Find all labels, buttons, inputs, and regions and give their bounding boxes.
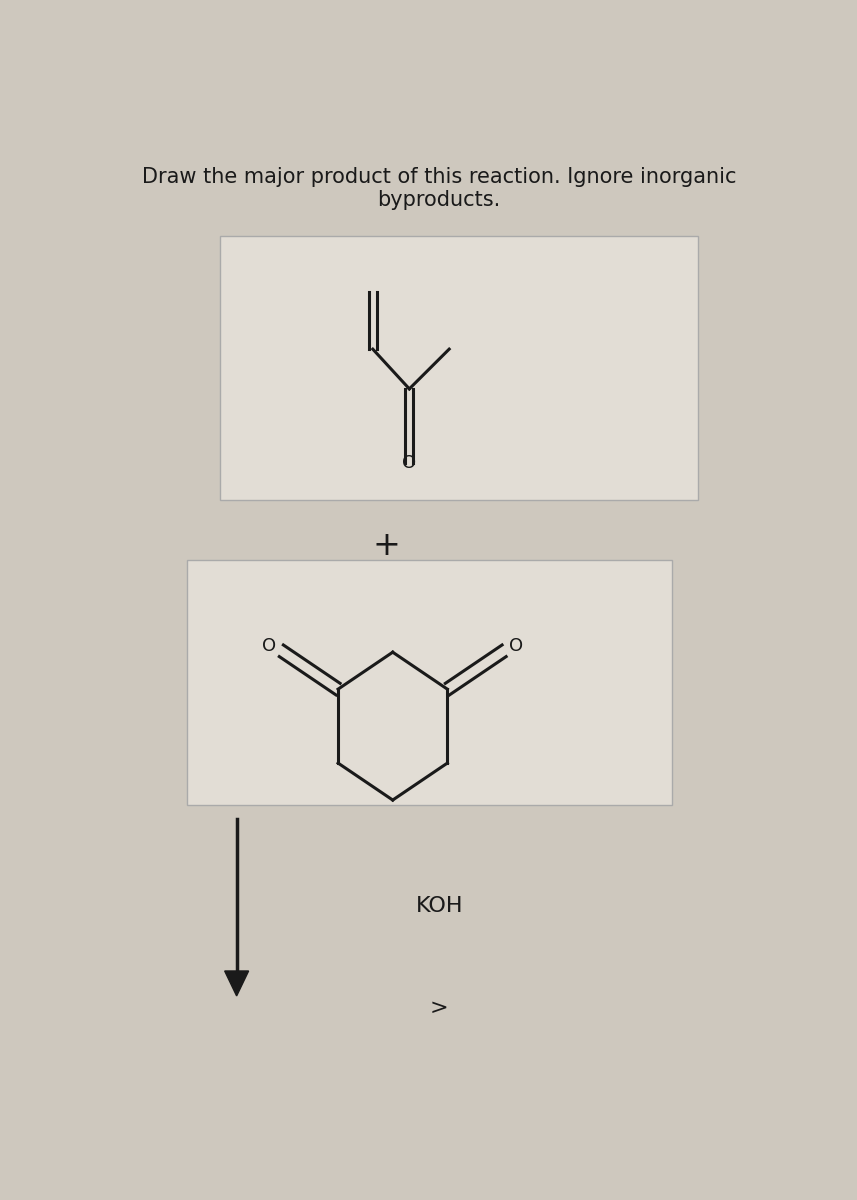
- Text: O: O: [402, 454, 417, 472]
- Bar: [187, 559, 672, 805]
- Text: +: +: [372, 529, 400, 563]
- Polygon shape: [225, 971, 249, 996]
- Text: O: O: [262, 637, 277, 655]
- Text: O: O: [509, 637, 523, 655]
- Text: >: >: [430, 998, 448, 1018]
- Text: Draw the major product of this reaction. Ignore inorganic
byproducts.: Draw the major product of this reaction.…: [142, 167, 736, 210]
- Text: KOH: KOH: [416, 896, 463, 917]
- Bar: [220, 236, 698, 499]
